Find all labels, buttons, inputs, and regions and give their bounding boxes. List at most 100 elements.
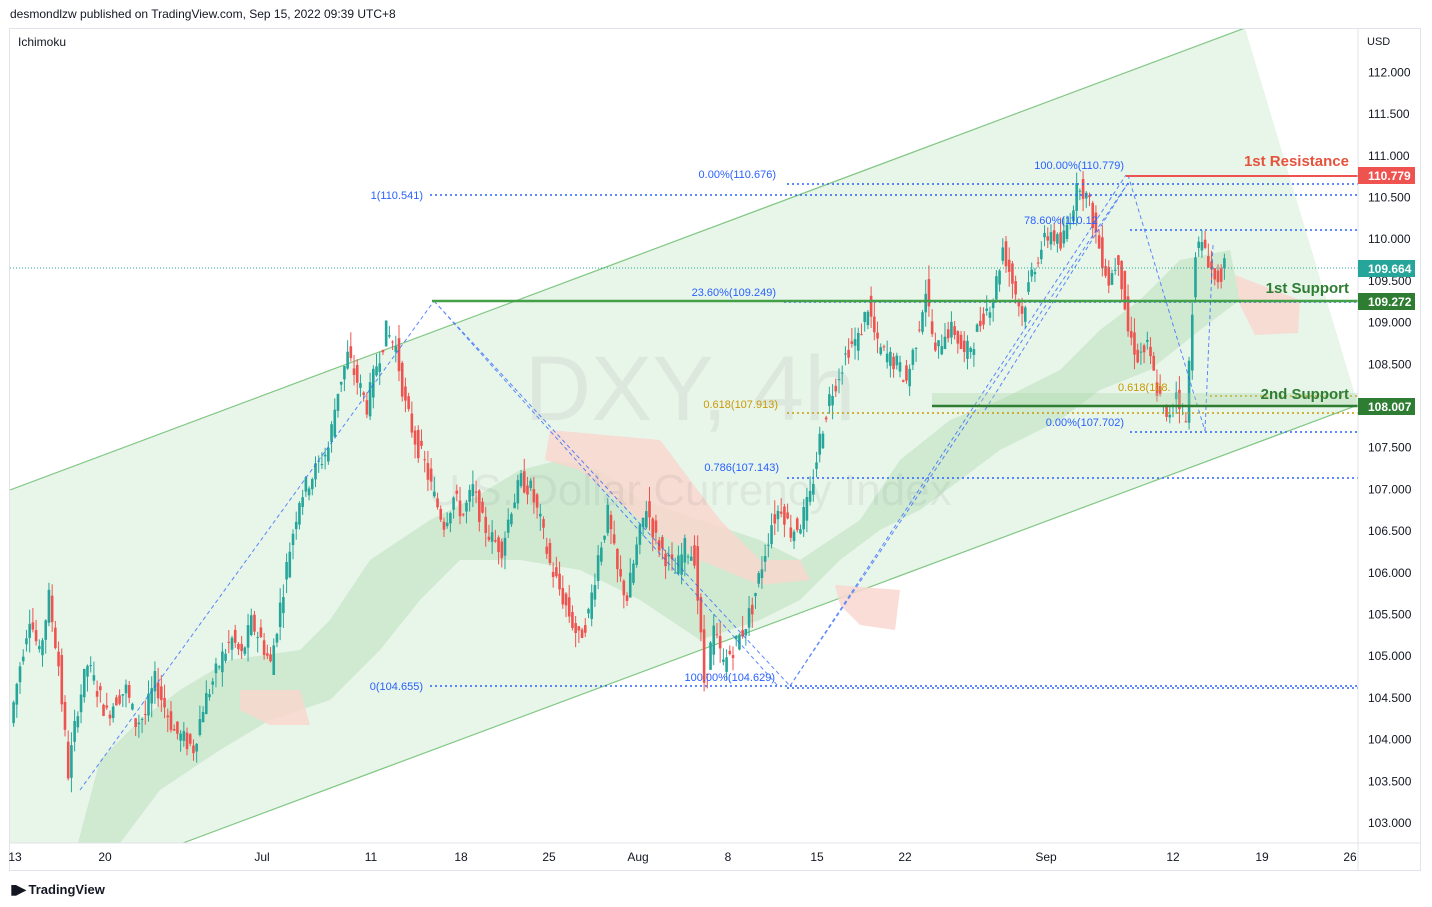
x-tick-label: Aug xyxy=(627,850,648,864)
candle-body xyxy=(1126,296,1130,332)
candle-body xyxy=(1043,232,1046,238)
candle-body xyxy=(571,611,574,628)
currency-label: USD xyxy=(1367,36,1390,48)
candle-body xyxy=(1046,236,1050,241)
candle-body xyxy=(1001,247,1005,261)
chart-frame[interactable] xyxy=(9,28,1421,871)
publisher-caption: desmondlzw published on TradingView.com,… xyxy=(10,7,396,21)
y-tick-label: 111.000 xyxy=(1368,149,1410,163)
candle-body xyxy=(339,381,343,385)
candle-body xyxy=(731,655,735,659)
candle-body xyxy=(519,473,523,487)
candle-body xyxy=(471,484,475,497)
candle-body xyxy=(99,686,102,691)
candle-body xyxy=(1052,230,1056,242)
candle-body xyxy=(391,341,394,343)
candle-body xyxy=(975,324,979,332)
candle-body xyxy=(172,729,176,731)
candle-body xyxy=(901,380,905,382)
candle-body xyxy=(750,604,754,615)
candle-body xyxy=(217,666,221,668)
candle-body xyxy=(89,665,92,667)
x-tick-label: 18 xyxy=(454,850,468,864)
candle-body xyxy=(873,316,876,333)
candle-body xyxy=(1203,239,1207,248)
fib-zigzag-lines xyxy=(79,174,1214,791)
candle-body xyxy=(564,593,568,606)
candle-body xyxy=(911,349,915,365)
candle-body xyxy=(818,433,822,455)
candle-body xyxy=(661,537,664,549)
tradingview-logo[interactable]: ▮▶ TradingView xyxy=(10,881,105,898)
candle-body xyxy=(160,686,163,701)
candle-body xyxy=(844,353,847,355)
channel-upper-line[interactable] xyxy=(10,28,1245,491)
candle-body xyxy=(824,417,828,420)
candle-body xyxy=(41,640,44,656)
candle-body xyxy=(770,525,773,545)
candle-body xyxy=(1091,202,1095,228)
candle-body xyxy=(352,368,356,376)
candle-body xyxy=(722,659,725,662)
watermark-symbol: DXY, 4h xyxy=(525,338,856,440)
candle-body xyxy=(834,385,838,392)
candle-body xyxy=(494,540,497,542)
candle-body xyxy=(423,459,426,461)
candle-body xyxy=(1097,235,1101,249)
candle-body xyxy=(962,340,966,353)
candle-body xyxy=(651,518,655,538)
candle-body xyxy=(474,491,478,493)
candle-body xyxy=(436,498,439,508)
candle-body xyxy=(603,535,606,540)
candle-body xyxy=(1004,241,1008,267)
candle-body xyxy=(314,463,317,480)
candle-body xyxy=(205,693,208,715)
candle-body xyxy=(622,580,626,596)
candle-body xyxy=(908,368,911,387)
candle-body xyxy=(378,363,382,372)
candle-body xyxy=(118,695,121,704)
candle-body xyxy=(1027,282,1030,292)
x-tick-label: 22 xyxy=(898,850,912,864)
tradingview-logo-icon: ▮▶ xyxy=(10,881,27,897)
candle-body xyxy=(150,688,154,704)
y-tick-label: 110.500 xyxy=(1368,191,1411,205)
candle-body xyxy=(127,685,131,698)
candle-body xyxy=(92,675,96,681)
fib-label-2: 0.00%(110.676) xyxy=(699,169,776,181)
candle-body xyxy=(484,516,488,533)
candle-body xyxy=(500,541,504,559)
candle-body xyxy=(169,711,173,731)
candle-body xyxy=(1216,270,1220,283)
indicator-label[interactable]: Ichimoku xyxy=(18,35,66,49)
candle-body xyxy=(359,383,362,388)
candle-body xyxy=(799,529,802,534)
candle-body xyxy=(301,497,304,507)
candle-body xyxy=(1033,272,1037,275)
candle-body xyxy=(381,349,385,353)
candle-body xyxy=(452,497,455,510)
candle-body xyxy=(895,355,899,366)
y-tick-label: 109.500 xyxy=(1368,274,1412,288)
candle-body xyxy=(885,353,889,363)
candle-body xyxy=(943,336,947,350)
candle-body xyxy=(1117,255,1120,265)
candle-body xyxy=(773,514,777,524)
candle-body xyxy=(397,338,401,372)
candle-body xyxy=(1219,268,1223,282)
candle-body xyxy=(619,569,622,577)
candle-body xyxy=(1023,307,1027,322)
x-tick-label: 11 xyxy=(365,850,378,864)
candle-body xyxy=(481,501,484,513)
candle-body xyxy=(208,694,211,698)
candle-body xyxy=(930,321,934,335)
candle-body xyxy=(577,626,581,631)
candle-body xyxy=(243,647,247,654)
time-axis[interactable]: 13 20 Jul 11 18 25 Aug 8 15 22 Sep 12 19 26 xyxy=(8,850,1357,864)
candle-body xyxy=(1040,249,1043,260)
candle-body xyxy=(124,684,128,694)
candle-body xyxy=(786,512,789,519)
x-tick-label: 8 xyxy=(725,850,732,864)
candle-body xyxy=(590,592,594,619)
